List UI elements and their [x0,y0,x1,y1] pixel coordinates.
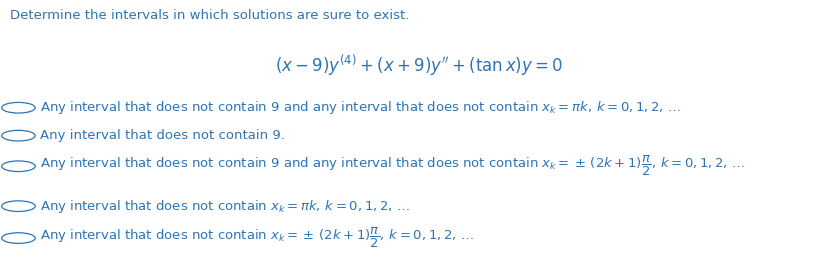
Text: Any interval that does not contain $x_k = \pi k,\, k = 0, 1, 2,\, \ldots$: Any interval that does not contain $x_k … [40,198,411,215]
Text: Any interval that does not contain 9 and any interval that does not contain $x_k: Any interval that does not contain 9 and… [40,154,746,178]
Text: Any interval that does not contain 9 and any interval that does not contain $x_k: Any interval that does not contain 9 and… [40,99,682,116]
Text: $(x - 9)y^{(4)} + (x + 9)y^{\prime\prime} + (\mathrm{tan}\,x)y = 0$: $(x - 9)y^{(4)} + (x + 9)y^{\prime\prime… [275,53,563,78]
Text: Any interval that does not contain 9.: Any interval that does not contain 9. [40,129,285,142]
Text: Any interval that does not contain $x_k = \pm\,(2k+1)\dfrac{\pi}{2},\, k = 0, 1,: Any interval that does not contain $x_k … [40,226,474,250]
Text: Determine the intervals in which solutions are sure to exist.: Determine the intervals in which solutio… [10,9,410,22]
